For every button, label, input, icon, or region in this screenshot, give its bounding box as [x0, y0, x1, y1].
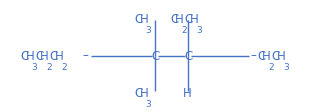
- Text: C: C: [257, 50, 265, 62]
- Text: C: C: [20, 50, 28, 62]
- Text: –: –: [251, 48, 257, 61]
- Text: 3: 3: [196, 26, 202, 35]
- Text: C: C: [35, 50, 43, 62]
- Text: C: C: [185, 13, 193, 26]
- Text: 3: 3: [283, 63, 289, 72]
- Text: H: H: [262, 50, 271, 62]
- Text: 3: 3: [146, 99, 151, 108]
- Text: H: H: [277, 50, 286, 62]
- Text: 2: 2: [61, 63, 67, 72]
- Text: H: H: [55, 50, 64, 62]
- Text: 2: 2: [268, 63, 274, 72]
- Text: C: C: [184, 50, 192, 62]
- Text: H: H: [140, 86, 148, 99]
- Text: 3: 3: [32, 63, 37, 72]
- Text: C: C: [134, 86, 143, 99]
- Text: 2: 2: [181, 26, 187, 35]
- Text: H: H: [182, 86, 191, 99]
- Text: C: C: [151, 50, 159, 62]
- Text: C: C: [134, 13, 143, 26]
- Text: H: H: [140, 13, 148, 26]
- Text: H: H: [190, 13, 199, 26]
- Text: 2: 2: [46, 63, 52, 72]
- Text: –: –: [83, 48, 88, 61]
- Text: C: C: [170, 13, 178, 26]
- Text: C: C: [272, 50, 280, 62]
- Text: H: H: [175, 13, 184, 26]
- Text: C: C: [50, 50, 58, 62]
- Text: H: H: [40, 50, 49, 62]
- Text: H: H: [26, 50, 34, 62]
- Text: 3: 3: [146, 26, 151, 35]
